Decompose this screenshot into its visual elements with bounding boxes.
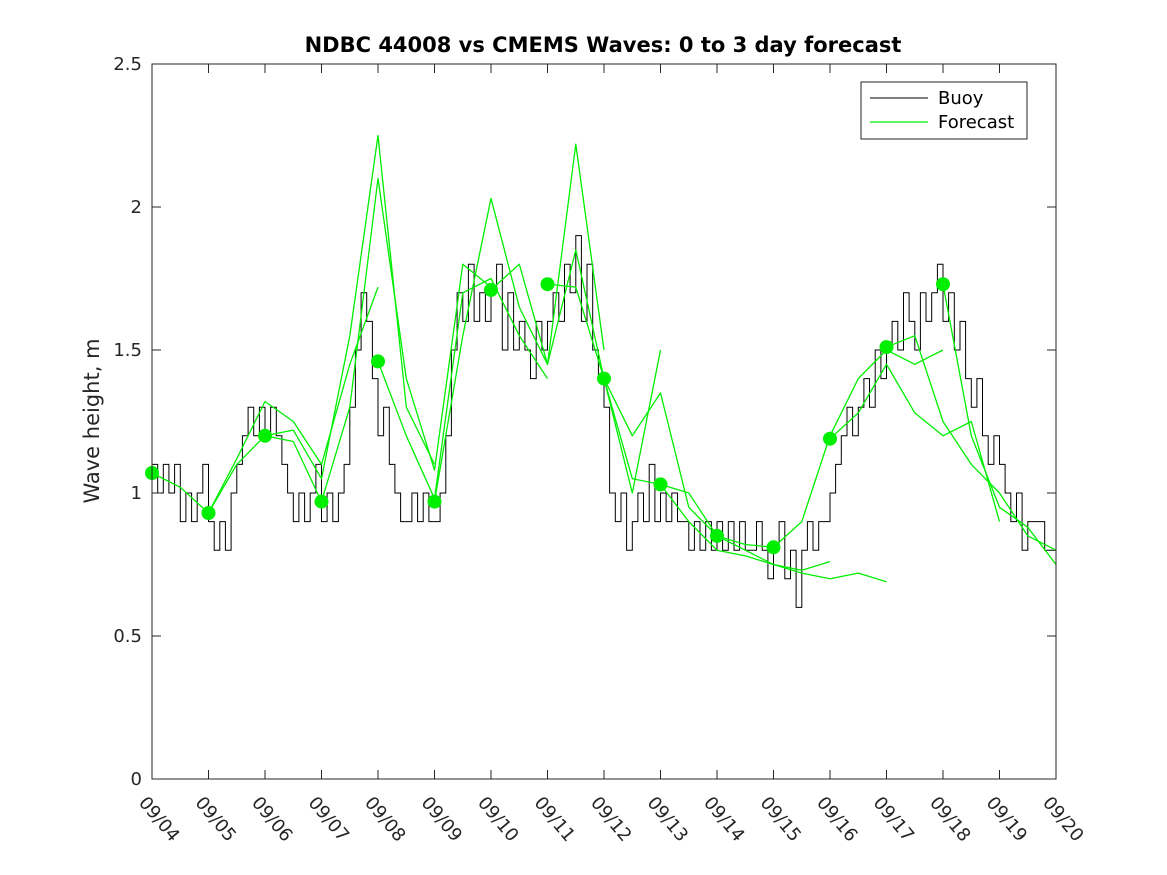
- forecast-line-14: [942, 284, 1057, 565]
- legend: Buoy Forecast: [860, 81, 1028, 140]
- forecast-line-8: [603, 378, 774, 548]
- daily-marker-11: [766, 540, 781, 555]
- plot-area: [145, 63, 1057, 780]
- forecast-line-11: [773, 349, 944, 548]
- y-tick-label-2: 1: [131, 483, 142, 504]
- forecast-line-0: [151, 435, 323, 514]
- forecast-line-5: [433, 143, 605, 502]
- daily-marker-4: [371, 354, 385, 369]
- y-tick-label-5: 2.5: [113, 54, 142, 75]
- daily-marker-9: [653, 477, 668, 492]
- buoy-series: [152, 235, 1056, 608]
- daily-marker-1: [201, 506, 216, 520]
- daily-marker-group: [145, 277, 950, 555]
- legend-box: [860, 81, 1028, 140]
- daily-marker-7: [540, 277, 555, 292]
- daily-marker-5: [427, 494, 442, 509]
- daily-marker-3: [314, 494, 329, 509]
- y-tick-label-3: 1.5: [113, 340, 142, 361]
- plot-background: [152, 64, 1056, 779]
- forecast-line-6: [490, 249, 662, 494]
- y-tick-label-0: 0: [131, 769, 142, 790]
- forecast-line-4: [377, 277, 549, 500]
- chart-title: NDBC 44008 vs CMEMS Waves: 0 to 3 day fo…: [305, 33, 902, 57]
- forecast-line-9: [659, 484, 831, 571]
- forecast-line-2: [264, 134, 436, 480]
- daily-marker-14: [936, 277, 950, 292]
- forecast-line-13: [886, 335, 1057, 551]
- legend-buoy-label: Buoy: [938, 88, 984, 109]
- y-axis-label: Wave height, m: [80, 338, 104, 503]
- legend-forecast-label: Forecast: [938, 112, 1014, 133]
- forecast-series-group: [151, 134, 1057, 583]
- forecast-line-1: [207, 286, 379, 514]
- y-tick-label-1: 0.5: [113, 626, 142, 647]
- y-tick-label-4: 2: [131, 197, 142, 218]
- daily-marker-2: [258, 428, 272, 443]
- daily-marker-6: [484, 282, 498, 297]
- daily-marker-8: [597, 371, 611, 386]
- forecast-line-10: [716, 535, 887, 583]
- forecast-line-3: [320, 177, 492, 502]
- daily-marker-13: [879, 340, 894, 355]
- daily-marker-10: [710, 528, 724, 543]
- forecast-line-7: [547, 283, 718, 537]
- buoy-line: [152, 235, 1056, 608]
- forecast-line-12: [829, 363, 1001, 522]
- daily-marker-12: [823, 431, 837, 446]
